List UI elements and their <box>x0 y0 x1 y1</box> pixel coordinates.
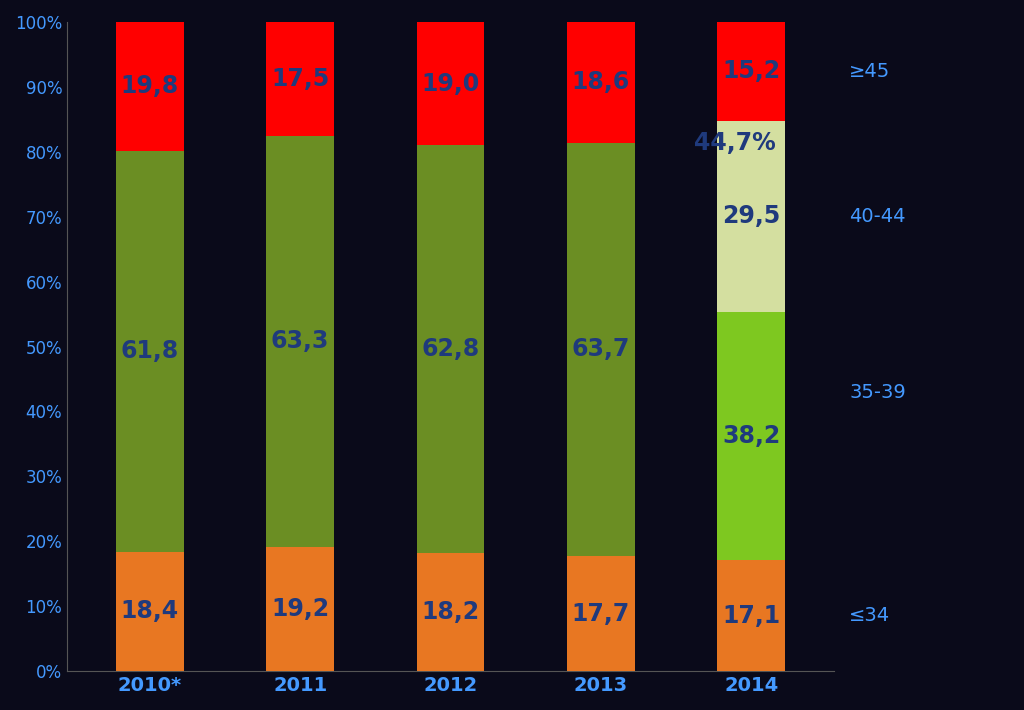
Text: 19,8: 19,8 <box>121 75 179 98</box>
Text: 17,7: 17,7 <box>571 601 630 626</box>
Text: 17,5: 17,5 <box>271 67 330 91</box>
Bar <box>567 22 635 143</box>
Bar <box>567 143 635 556</box>
Bar <box>417 146 484 553</box>
Text: 19,0: 19,0 <box>422 72 479 96</box>
Text: 38,2: 38,2 <box>722 424 780 448</box>
Bar <box>718 560 785 671</box>
Bar <box>718 121 785 312</box>
Text: 18,6: 18,6 <box>571 70 630 94</box>
Bar <box>266 136 334 547</box>
Text: 19,2: 19,2 <box>271 597 330 621</box>
Text: 18,2: 18,2 <box>422 600 479 624</box>
Text: 29,5: 29,5 <box>722 204 780 229</box>
Bar <box>567 556 635 671</box>
Text: ≤34: ≤34 <box>849 606 891 626</box>
Text: 61,8: 61,8 <box>121 339 179 363</box>
Text: 63,3: 63,3 <box>271 329 330 353</box>
Text: 35-39: 35-39 <box>849 383 906 402</box>
Text: 18,4: 18,4 <box>121 599 179 623</box>
Bar <box>718 312 785 560</box>
Bar <box>116 22 183 151</box>
Bar <box>718 22 785 121</box>
Text: ≥45: ≥45 <box>849 62 891 81</box>
Text: 15,2: 15,2 <box>722 60 780 83</box>
Bar <box>417 553 484 671</box>
Text: 40-44: 40-44 <box>849 207 906 226</box>
Text: 62,8: 62,8 <box>422 337 479 361</box>
Bar <box>116 552 183 671</box>
Bar <box>417 22 484 146</box>
Text: 17,1: 17,1 <box>722 604 780 628</box>
Text: 44,7%: 44,7% <box>694 131 776 155</box>
Bar <box>266 547 334 671</box>
Bar <box>266 22 334 136</box>
Text: 63,7: 63,7 <box>571 337 630 361</box>
Bar <box>116 151 183 552</box>
